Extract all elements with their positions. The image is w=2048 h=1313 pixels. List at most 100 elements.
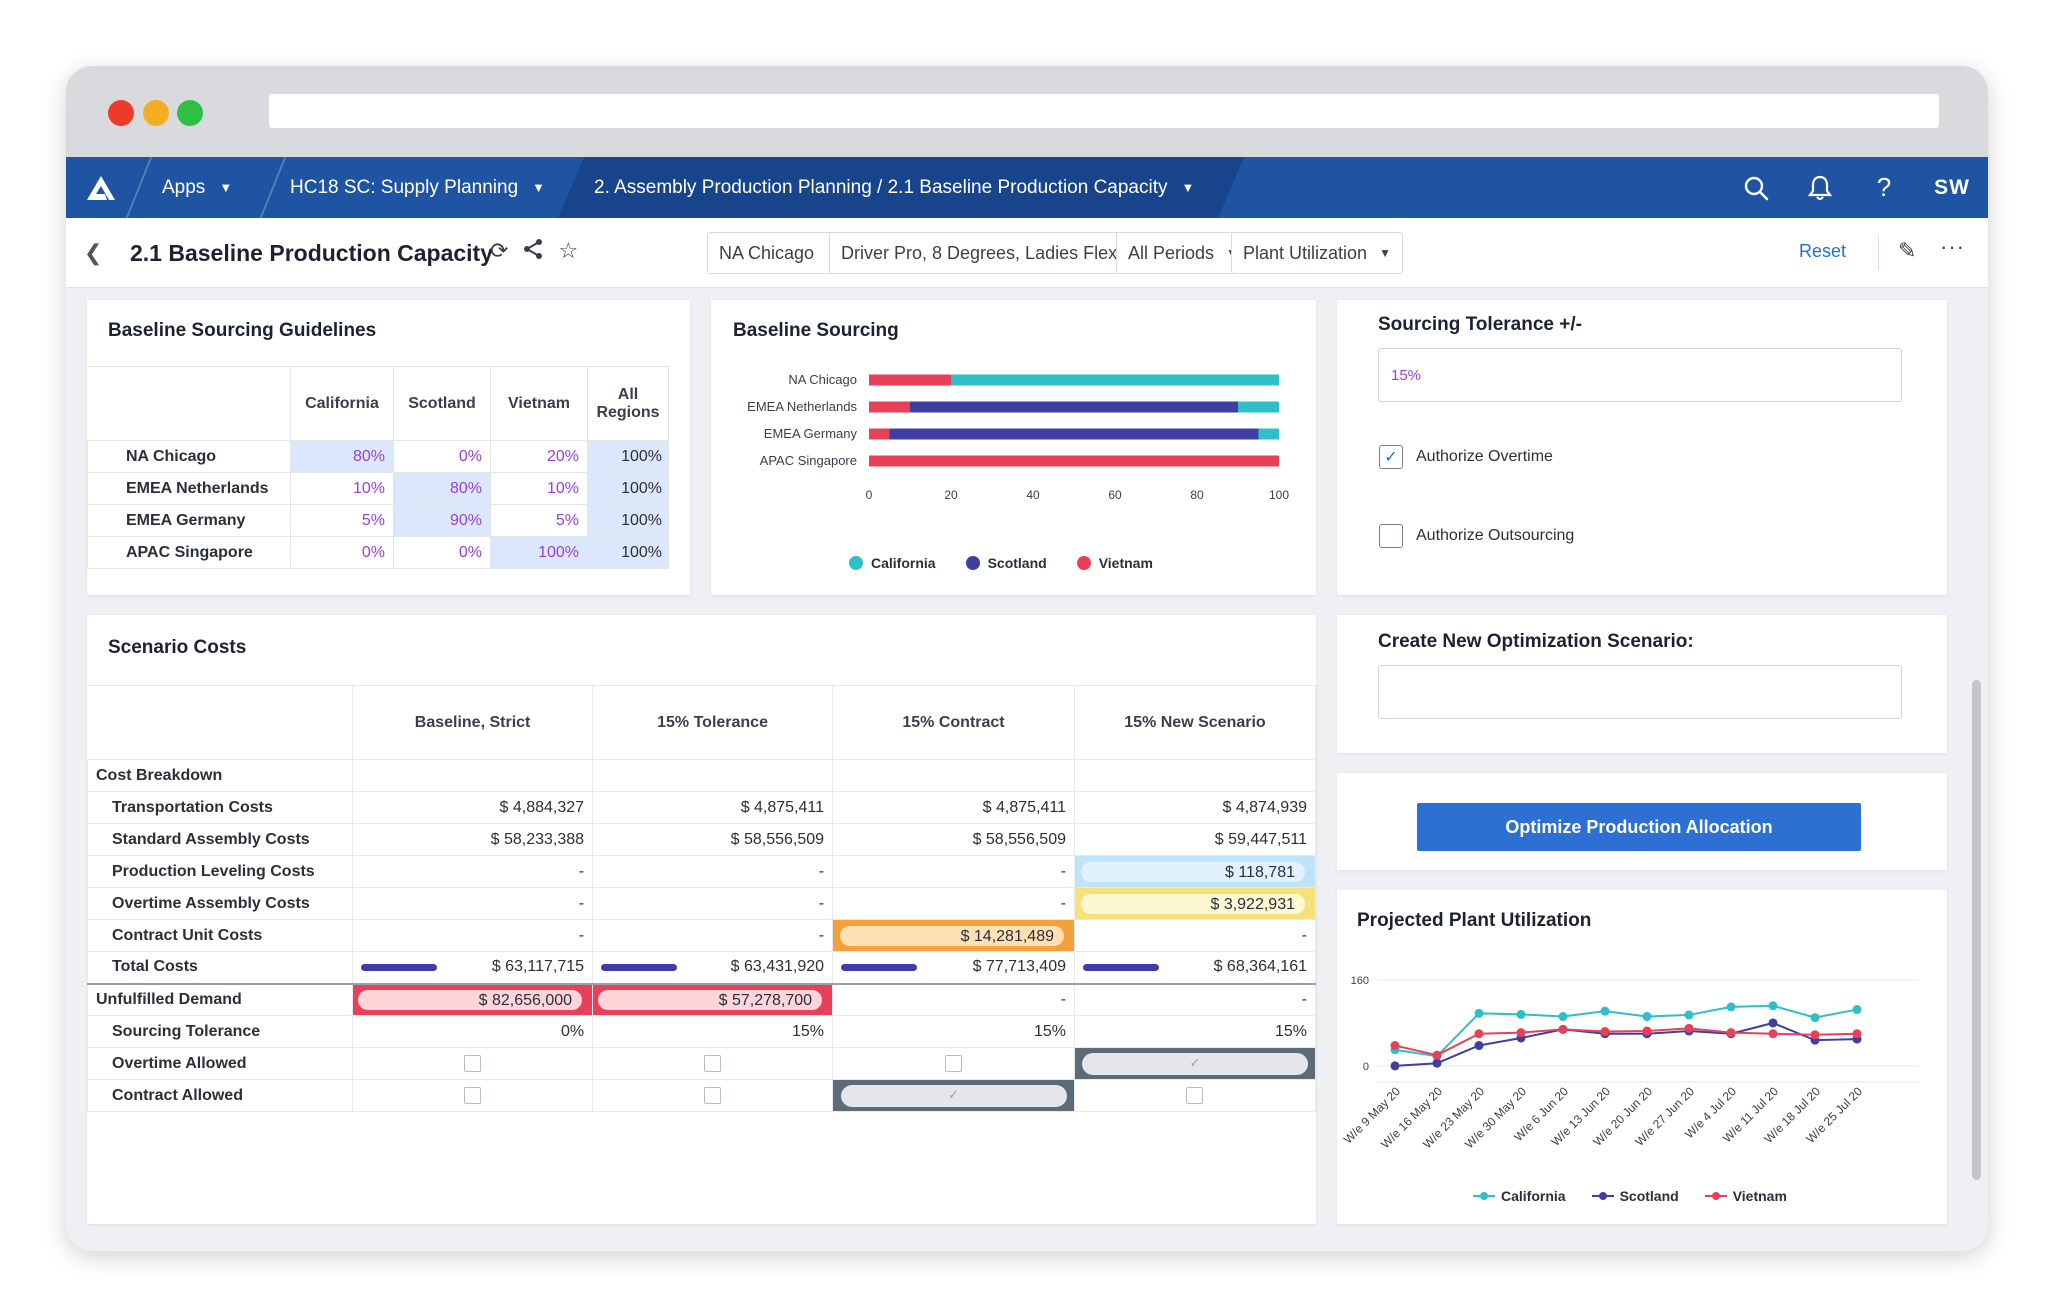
legend-swatch <box>1076 556 1091 570</box>
period-selector[interactable]: All Periods ▼ <box>1116 232 1250 274</box>
total-cost-value: $ 63,117,715 <box>491 958 585 976</box>
editable-cell[interactable]: 0% <box>393 536 491 569</box>
page-header: ❮ 2.1 Baseline Production Capacity ⟳ ☆ N… <box>66 218 1988 288</box>
address-bar[interactable] <box>269 94 1939 128</box>
app-content: ❮ 2.1 Baseline Production Capacity ⟳ ☆ N… <box>66 218 1988 1251</box>
scenario-col-header: 15% Contract <box>832 685 1075 760</box>
period-selector-value: All Periods <box>1128 242 1215 263</box>
series-point-california <box>1642 1012 1652 1022</box>
more-options-icon[interactable]: ··· <box>1940 234 1965 259</box>
x-tick-label: 80 <box>1190 488 1204 502</box>
legend-label: Vietnam <box>1098 555 1153 571</box>
overtime-checkbox[interactable] <box>704 1054 722 1072</box>
contract-checkbox[interactable] <box>464 1086 482 1104</box>
row-label: NA Chicago <box>87 440 291 473</box>
editable-cell[interactable]: 5% <box>490 504 588 537</box>
overtime-cell <box>592 1047 834 1080</box>
series-point-vietnam <box>1600 1027 1610 1037</box>
row-label: Transportation Costs <box>86 791 354 824</box>
bar-segment-scotland <box>910 401 1238 413</box>
edit-pencil-icon[interactable]: ✎ <box>1898 238 1917 263</box>
editable-cell[interactable]: 0% <box>290 536 394 569</box>
user-avatar[interactable]: SW <box>1934 175 1970 199</box>
unfulfilled-cell: - <box>1073 983 1317 1016</box>
overtime-checkbox[interactable] <box>464 1054 482 1072</box>
tolerance-cell: 15% <box>832 1015 1075 1048</box>
editable-cell[interactable]: 5% <box>290 504 394 537</box>
table-row: Overtime Allowed ✓ <box>86 1047 1317 1080</box>
total-cell: 100% <box>587 536 669 569</box>
back-arrow-icon[interactable]: ❮ <box>84 240 103 265</box>
close-window-dot[interactable] <box>108 100 134 126</box>
editable-cell[interactable]: 80% <box>290 440 394 473</box>
app-logo-icon[interactable] <box>66 157 136 218</box>
x-tick-label: 40 <box>1026 488 1040 502</box>
table-row: Production Leveling Costs - - - $ 118,78… <box>86 855 1317 888</box>
bar-segment-vietnam <box>869 455 1279 467</box>
tolerance-input[interactable]: 15% <box>1378 348 1902 402</box>
guidelines-col-header: Scotland <box>393 366 491 441</box>
cost-cell: - <box>592 855 834 888</box>
editable-cell[interactable]: 80% <box>393 472 491 505</box>
table-row: APAC Singapore 0% 0% 100% 100% <box>87 536 669 569</box>
series-point-vietnam <box>1558 1024 1568 1034</box>
authorize-outsourcing-checkbox[interactable] <box>1379 524 1403 548</box>
cost-cell: - <box>352 855 594 888</box>
series-point-california <box>1726 1002 1736 1012</box>
contract-checkbox[interactable] <box>704 1086 722 1104</box>
nav-icon-group: ? SW <box>1724 157 1988 218</box>
editable-cell[interactable]: 10% <box>290 472 394 505</box>
reset-button[interactable]: Reset <box>1799 241 1847 261</box>
search-icon[interactable] <box>1724 157 1788 218</box>
editable-cell[interactable]: 0% <box>393 440 491 473</box>
contract-checkbox[interactable] <box>1186 1086 1204 1104</box>
series-point-vietnam <box>1642 1026 1652 1036</box>
page-menu[interactable]: 2. Assembly Production Planning / 2.1 Ba… <box>594 157 1194 218</box>
refresh-icon[interactable]: ⟳ <box>490 238 509 263</box>
header-divider <box>1878 236 1879 270</box>
series-point-scotland <box>1390 1061 1400 1071</box>
table-row: Unfulfilled Demand $ 82,656,000 $ 57,278… <box>86 983 1317 1016</box>
authorize-overtime-checkbox[interactable]: ✓ <box>1379 445 1403 469</box>
utilization-chart-legend: California Scotland Vietnam <box>1473 1188 1787 1204</box>
editable-cell[interactable]: 10% <box>490 472 588 505</box>
scenario-name-input[interactable] <box>1378 665 1902 719</box>
legend-item-vietnam: Vietnam <box>1076 555 1153 571</box>
page-scrollbar[interactable] <box>1972 680 1981 1180</box>
overtime-checkbox-checked[interactable]: ✓ <box>1081 1052 1308 1075</box>
cost-cell-highlighted: $ 14,281,489 <box>832 919 1075 952</box>
apps-menu[interactable]: Apps ▼ <box>162 157 232 218</box>
location-selector[interactable]: NA Chicago ▼ <box>707 232 850 274</box>
optimize-button[interactable]: Optimize Production Allocation <box>1417 803 1861 851</box>
series-point-california <box>1600 1006 1610 1016</box>
contract-checkbox-checked[interactable]: ✓ <box>840 1084 1067 1107</box>
table-row: Total Costs $ 63,117,715 $ 63,431,920 $ … <box>86 951 1317 985</box>
cost-cell-highlighted: $ 118,781 <box>1073 855 1317 888</box>
star-icon[interactable]: ☆ <box>558 238 579 263</box>
series-point-california <box>1684 1010 1694 1020</box>
series-point-scotland <box>1432 1058 1442 1068</box>
tolerance-cell: 0% <box>352 1015 594 1048</box>
checkmark-icon: ✓ <box>1384 449 1398 466</box>
model-menu[interactable]: HC18 SC: Supply Planning ▼ <box>290 157 545 218</box>
total-cost-cell: $ 68,364,161 <box>1073 951 1317 985</box>
editable-cell[interactable]: 100% <box>490 536 588 569</box>
total-cell: 100% <box>587 472 669 505</box>
maximize-window-dot[interactable] <box>177 100 203 126</box>
nav-separator <box>259 157 287 218</box>
contract-cell-highlighted: ✓ <box>832 1079 1075 1112</box>
help-icon[interactable]: ? <box>1876 172 1892 202</box>
contract-cell <box>1073 1079 1317 1112</box>
overtime-checkbox[interactable] <box>945 1054 962 1072</box>
editable-cell[interactable]: 90% <box>393 504 491 537</box>
editable-cell[interactable]: 20% <box>490 440 588 473</box>
share-icon[interactable] <box>522 238 544 266</box>
unfulfilled-cell-highlighted: $ 82,656,000 <box>352 983 594 1016</box>
bar-segment-vietnam <box>869 374 951 386</box>
metric-selector[interactable]: Plant Utilization ▼ <box>1231 232 1403 274</box>
minimize-window-dot[interactable] <box>143 100 169 126</box>
bar-segment-california <box>1258 428 1279 440</box>
bell-icon[interactable] <box>1788 157 1852 218</box>
legend-item-california: California <box>1473 1188 1566 1204</box>
row-label: Overtime Assembly Costs <box>86 887 354 920</box>
